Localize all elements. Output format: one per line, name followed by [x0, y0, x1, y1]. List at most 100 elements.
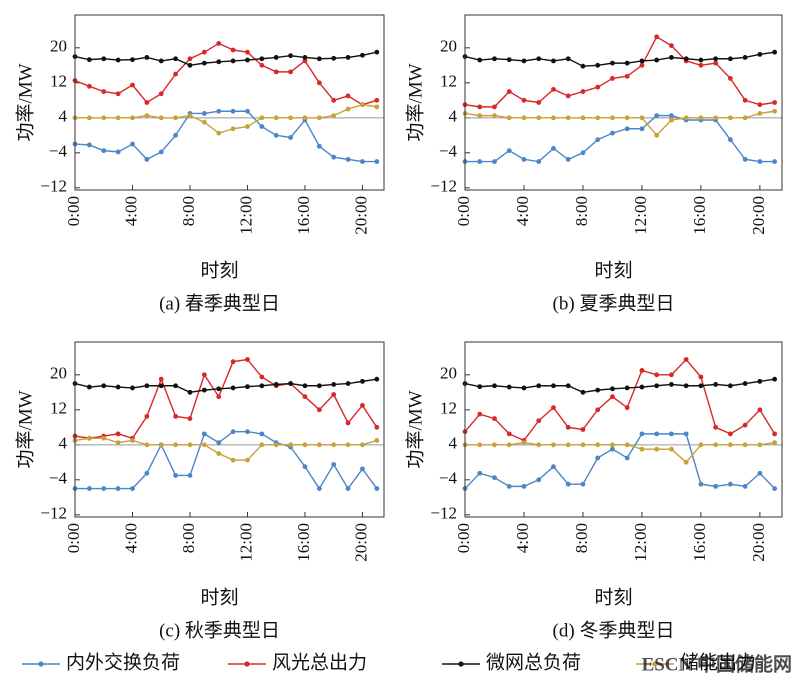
data-point	[316, 383, 322, 389]
data-point	[173, 383, 179, 389]
data-point	[639, 368, 645, 373]
data-point	[130, 438, 135, 443]
data-point	[654, 57, 660, 63]
data-point	[580, 427, 586, 432]
data-point	[669, 117, 674, 123]
data-point	[144, 470, 150, 476]
legend-marker	[244, 661, 250, 667]
data-point	[742, 97, 748, 103]
data-point	[230, 359, 236, 365]
data-point	[492, 416, 497, 421]
series-line	[74, 437, 378, 461]
data-point	[551, 86, 556, 92]
x-tick-label: 8:00	[179, 523, 198, 553]
data-point	[624, 455, 630, 461]
data-point	[345, 93, 351, 99]
data-point	[492, 442, 497, 448]
data-point	[654, 383, 660, 389]
data-point	[316, 486, 322, 491]
data-point	[492, 159, 497, 164]
data-point	[654, 431, 660, 437]
data-point	[595, 62, 601, 68]
data-point	[683, 56, 689, 62]
data-point	[173, 115, 179, 121]
data-point	[580, 115, 586, 121]
data-point	[302, 442, 308, 448]
data-point	[331, 97, 337, 103]
data-point	[565, 383, 571, 389]
data-point	[216, 130, 222, 136]
data-point	[374, 49, 380, 55]
data-point	[201, 119, 207, 125]
plot-frame	[74, 14, 385, 191]
y-tick-label: −12	[430, 504, 457, 523]
data-point	[245, 49, 250, 55]
data-point	[259, 115, 265, 121]
y-tick-label: −12	[430, 177, 457, 196]
y-axis-label: 功率/MW	[404, 63, 426, 141]
data-point	[610, 60, 615, 66]
data-point	[86, 142, 92, 148]
data-point	[316, 143, 322, 149]
data-point	[477, 113, 483, 119]
data-point	[360, 102, 365, 108]
data-point	[130, 82, 135, 88]
panel-title: (b) 夏季典型日	[553, 292, 675, 314]
data-point	[316, 80, 322, 86]
legend-label: 储能出力	[680, 651, 756, 673]
y-tick-label: 12	[440, 399, 457, 418]
panel-title: (a) 春季典型日	[159, 292, 280, 314]
data-point	[506, 384, 512, 390]
data-point	[742, 115, 748, 121]
data-point	[101, 486, 107, 491]
data-point	[259, 56, 265, 62]
data-point	[259, 431, 265, 437]
data-point	[595, 115, 601, 121]
data-point	[331, 154, 337, 160]
data-point	[201, 372, 207, 378]
data-point	[345, 381, 351, 386]
data-point	[624, 405, 630, 411]
data-point	[288, 442, 293, 448]
x-tick-label: 4:00	[513, 196, 532, 226]
data-point	[669, 431, 674, 437]
data-point	[173, 413, 179, 419]
data-point	[580, 481, 586, 487]
x-tick-label: 12:00	[631, 523, 650, 562]
data-point	[115, 149, 121, 155]
y-tick-label: 20	[50, 364, 67, 383]
data-point	[713, 483, 719, 489]
data-point	[610, 115, 615, 121]
data-point	[144, 113, 150, 119]
data-point	[477, 442, 483, 448]
data-point	[216, 108, 222, 114]
data-point	[230, 126, 236, 132]
data-point	[158, 115, 164, 121]
data-point	[521, 385, 527, 391]
data-point	[273, 55, 279, 60]
data-point	[772, 49, 778, 55]
data-point	[772, 376, 778, 382]
data-point	[521, 440, 527, 446]
data-point	[521, 58, 527, 64]
data-point	[492, 56, 497, 62]
data-point	[624, 115, 630, 121]
data-point	[216, 451, 222, 456]
data-point	[477, 384, 483, 390]
x-tick-label: 0:00	[64, 196, 83, 226]
data-point	[173, 56, 179, 62]
data-point	[742, 483, 748, 489]
data-point	[144, 413, 150, 419]
data-point	[115, 91, 121, 97]
x-axis-label: 时刻	[200, 586, 238, 608]
data-point	[492, 475, 497, 481]
data-point	[115, 115, 121, 121]
x-tick-label: 16:00	[690, 523, 709, 562]
data-point	[288, 135, 293, 140]
data-point	[536, 56, 542, 62]
data-point	[115, 384, 121, 390]
x-axis-label: 时刻	[594, 586, 632, 608]
panel-title: (c) 秋季典型日	[159, 619, 280, 641]
series-line	[464, 378, 775, 394]
data-point	[115, 440, 121, 446]
